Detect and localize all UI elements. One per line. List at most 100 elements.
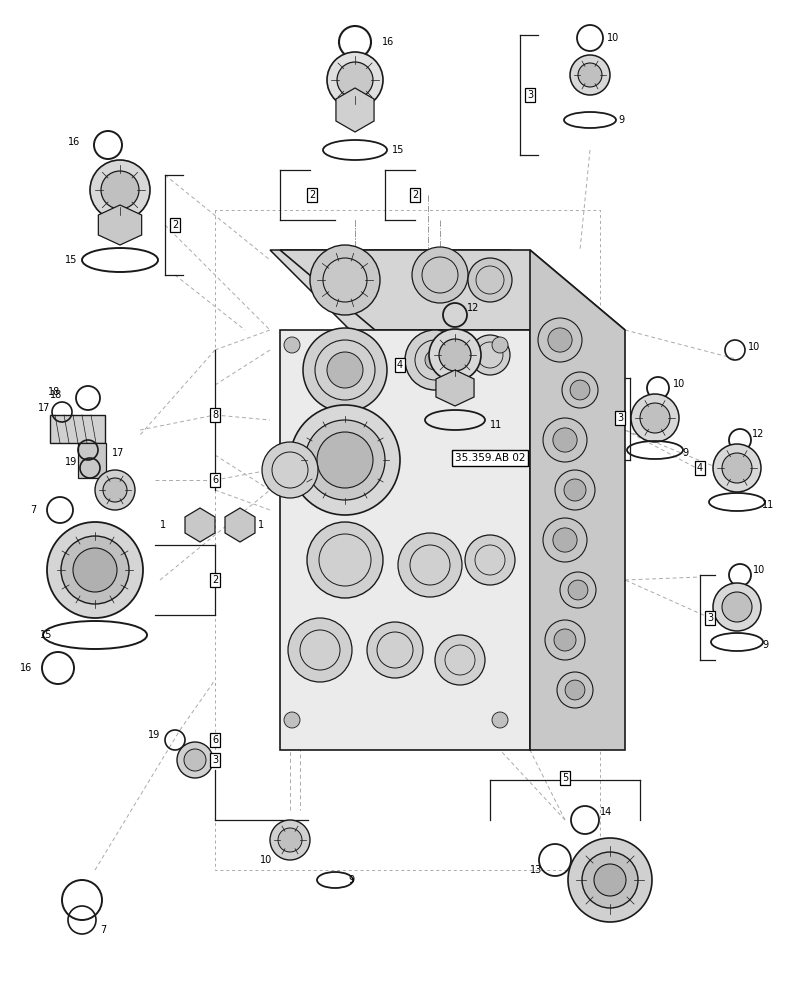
Polygon shape [185, 508, 215, 542]
Circle shape [538, 318, 582, 362]
Circle shape [90, 160, 150, 220]
Text: 12: 12 [752, 429, 764, 439]
Text: 5: 5 [562, 773, 568, 783]
Circle shape [713, 444, 761, 492]
Circle shape [713, 583, 761, 631]
Text: 3: 3 [527, 90, 533, 100]
Text: 16: 16 [20, 663, 32, 673]
Text: 7: 7 [100, 925, 106, 935]
Text: 15: 15 [40, 630, 53, 640]
Circle shape [565, 680, 585, 700]
Circle shape [568, 838, 652, 922]
Circle shape [578, 63, 602, 87]
Text: 13: 13 [530, 865, 542, 875]
Circle shape [327, 52, 383, 108]
Circle shape [553, 428, 577, 452]
Circle shape [545, 620, 585, 660]
Text: 1: 1 [160, 520, 166, 530]
Text: 15: 15 [392, 145, 404, 155]
Text: 17: 17 [38, 403, 50, 413]
Text: 7: 7 [30, 505, 36, 515]
Polygon shape [270, 250, 600, 340]
Circle shape [177, 742, 213, 778]
Circle shape [303, 328, 387, 412]
Circle shape [288, 618, 352, 682]
Text: 19: 19 [148, 730, 160, 740]
Circle shape [582, 852, 638, 908]
Polygon shape [336, 88, 374, 132]
Text: 9: 9 [348, 875, 354, 885]
Circle shape [468, 258, 512, 302]
Text: 3: 3 [707, 613, 713, 623]
Text: 3: 3 [617, 413, 623, 423]
Circle shape [560, 572, 596, 608]
Text: 10: 10 [260, 855, 272, 865]
Text: 18: 18 [48, 387, 61, 397]
Circle shape [262, 442, 318, 498]
Text: 10: 10 [673, 379, 685, 389]
Circle shape [284, 712, 300, 728]
Polygon shape [436, 370, 474, 406]
Text: 12: 12 [467, 303, 479, 313]
Circle shape [640, 403, 670, 433]
Text: 10: 10 [753, 565, 765, 575]
Circle shape [548, 328, 572, 352]
Circle shape [492, 337, 508, 353]
Circle shape [310, 245, 380, 315]
Circle shape [594, 864, 626, 896]
Text: 2: 2 [309, 190, 315, 200]
Circle shape [103, 478, 127, 502]
Circle shape [398, 533, 462, 597]
Text: 2: 2 [412, 190, 418, 200]
Text: 11: 11 [490, 420, 503, 430]
Text: 1: 1 [258, 520, 264, 530]
Circle shape [554, 629, 576, 651]
Polygon shape [530, 250, 625, 750]
Circle shape [553, 528, 577, 552]
Circle shape [184, 749, 206, 771]
Circle shape [61, 536, 129, 604]
Circle shape [722, 453, 752, 483]
Circle shape [47, 522, 143, 618]
Circle shape [492, 712, 508, 728]
Text: 2: 2 [172, 220, 178, 230]
Circle shape [435, 635, 485, 685]
Circle shape [405, 330, 465, 390]
Text: 10: 10 [748, 342, 760, 352]
Circle shape [631, 394, 679, 442]
Text: 9: 9 [682, 448, 688, 458]
Text: 35.359.AB 02: 35.359.AB 02 [455, 453, 525, 463]
Text: 4: 4 [697, 463, 703, 473]
Circle shape [722, 592, 752, 622]
Circle shape [570, 380, 590, 400]
Circle shape [305, 420, 385, 500]
Text: 11: 11 [762, 500, 774, 510]
Circle shape [284, 337, 300, 353]
Circle shape [278, 828, 302, 852]
Text: 8: 8 [212, 410, 218, 420]
Text: 16: 16 [68, 137, 80, 147]
Circle shape [425, 350, 445, 370]
Text: 9: 9 [618, 115, 624, 125]
Circle shape [543, 418, 587, 462]
Text: 2: 2 [212, 575, 218, 585]
Circle shape [555, 470, 595, 510]
Text: 19: 19 [65, 457, 78, 467]
Text: 10: 10 [607, 33, 619, 43]
Circle shape [290, 405, 400, 515]
Polygon shape [225, 508, 255, 542]
Circle shape [543, 518, 587, 562]
Text: 14: 14 [600, 807, 612, 817]
Circle shape [465, 535, 515, 585]
Circle shape [564, 479, 586, 501]
Circle shape [470, 335, 510, 375]
Circle shape [367, 622, 423, 678]
Text: 6: 6 [212, 475, 218, 485]
Circle shape [568, 580, 588, 600]
Circle shape [270, 820, 310, 860]
Circle shape [570, 55, 610, 95]
Circle shape [439, 339, 471, 371]
Circle shape [562, 372, 598, 408]
Circle shape [307, 522, 383, 598]
Circle shape [557, 672, 593, 708]
